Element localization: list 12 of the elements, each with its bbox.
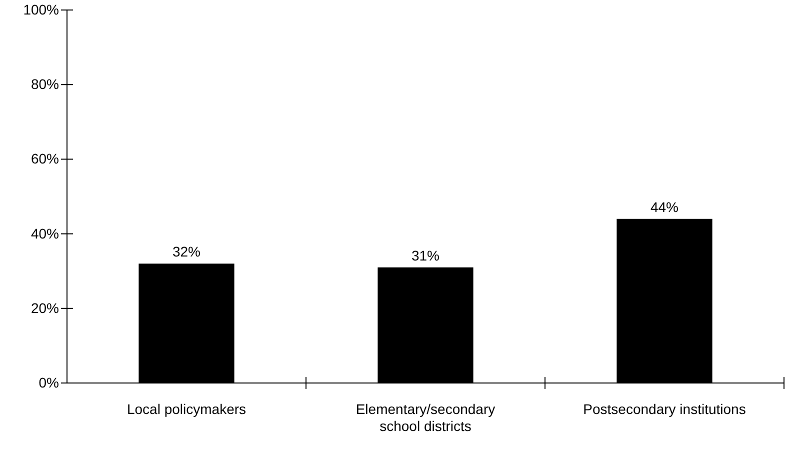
x-tick-label: Local policymakers xyxy=(126,401,246,417)
data-label: 44% xyxy=(650,198,679,215)
data-label: 32% xyxy=(172,244,201,260)
y-tick-label: 60% xyxy=(30,150,59,167)
y-tick-label: 80% xyxy=(30,76,59,92)
x-tick-label: Elementary/secondary school districts xyxy=(356,401,496,434)
data-label: 31% xyxy=(411,247,440,264)
y-tick-label: 20% xyxy=(30,300,59,316)
y-tick-label: 100% xyxy=(23,1,59,18)
y-tick-label: 0% xyxy=(38,374,59,390)
y-tick-label: 40% xyxy=(30,225,59,242)
x-tick-label: Postsecondary institutions xyxy=(583,401,746,417)
